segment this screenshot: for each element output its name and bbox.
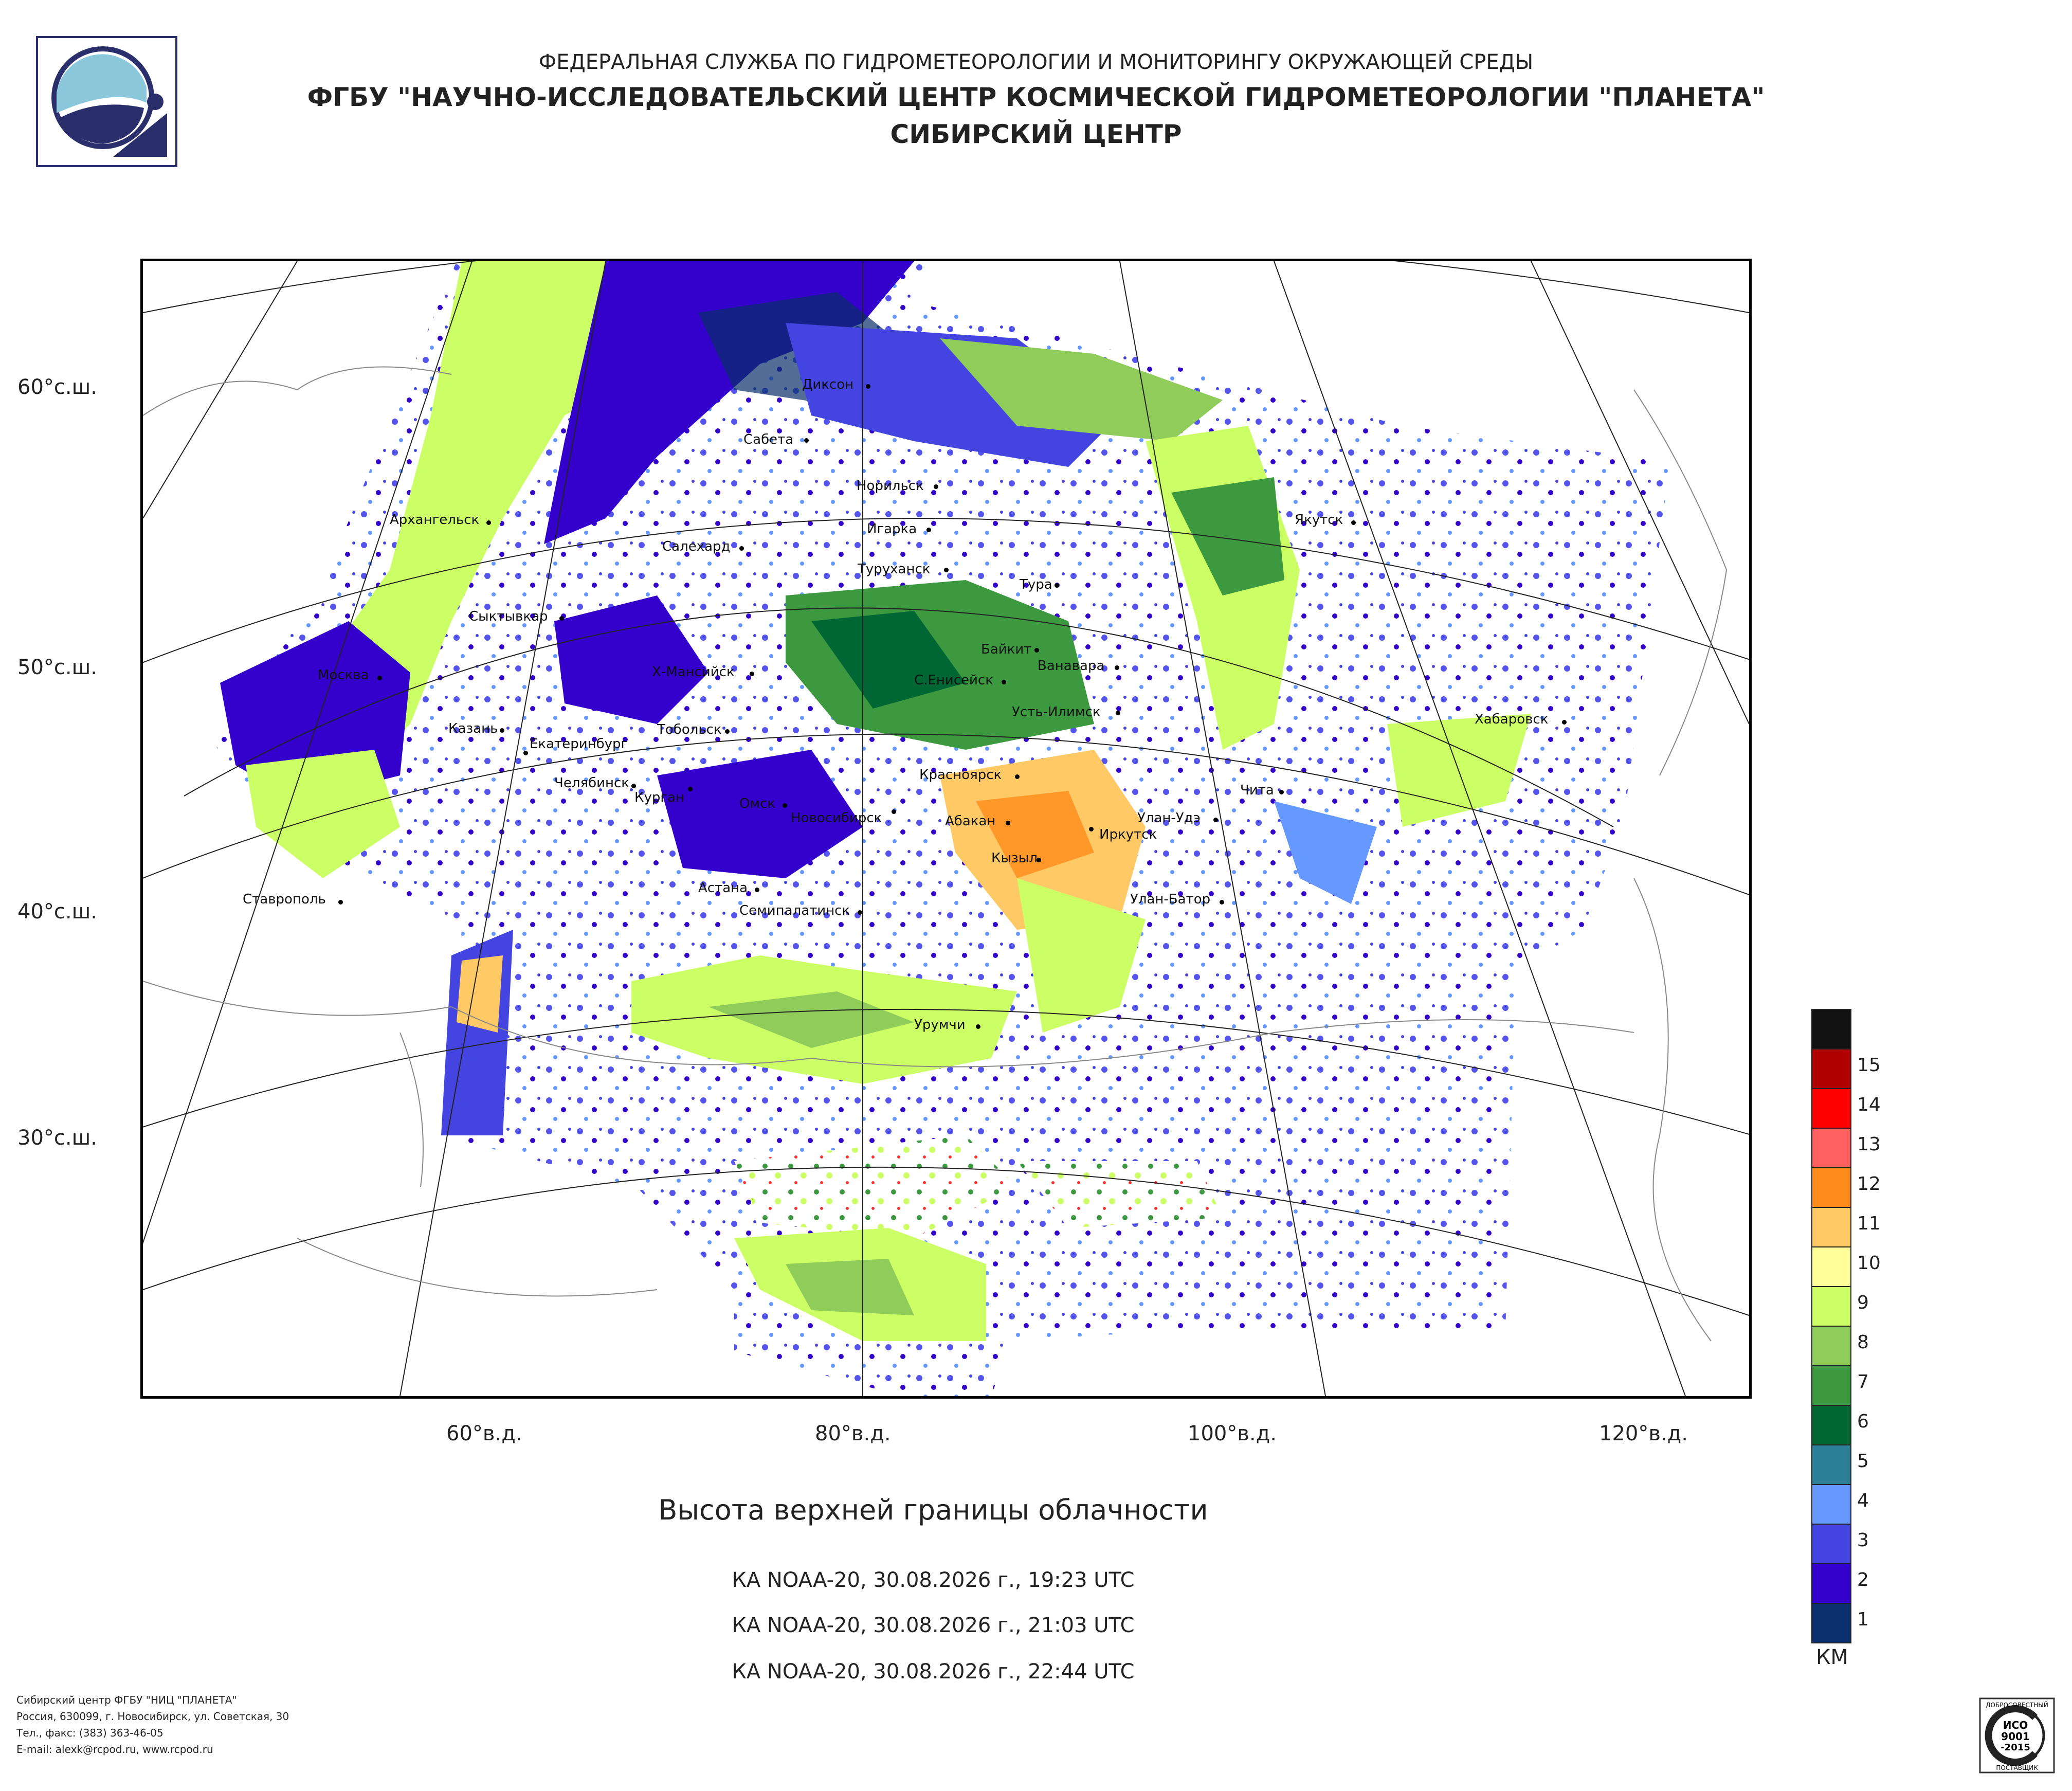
lon-label-120: 120°в.д. <box>1599 1422 1688 1445</box>
city-abakan: Абакан <box>945 813 1010 829</box>
footer-org: Сибирский центр ФГБУ "НИЦ "ПЛАНЕТА" <box>16 1694 237 1706</box>
legend-swatch <box>1811 1444 1851 1484</box>
legend-value: 7 <box>1857 1371 1869 1392</box>
legend-swatch <box>1811 1286 1851 1326</box>
cloud-top-height-map: Диксон Сабета Норильск Игарка Салехард Т… <box>140 259 1752 1399</box>
legend-value: 8 <box>1857 1332 1869 1353</box>
legend-swatch <box>1811 1246 1851 1286</box>
legend-swatch <box>1811 1088 1851 1128</box>
lon-label-60: 60°в.д. <box>446 1422 522 1445</box>
city-kazan: Казань <box>448 721 504 736</box>
city-yakutsk: Якутск <box>1295 512 1356 528</box>
city-moscow: Москва <box>318 667 382 683</box>
city-ulan-ude: Улан-Удэ <box>1137 810 1218 826</box>
cert-9001: 9001 <box>2001 1730 2030 1743</box>
city-sabeta: Сабета <box>743 432 809 447</box>
lon-label-80: 80°в.д. <box>815 1422 891 1445</box>
legend-swatch <box>1811 1405 1851 1444</box>
map-title: Высота верхней границы облачности <box>658 1494 1208 1526</box>
legend-unit: КМ <box>1816 1645 1848 1669</box>
legend-value: 1 <box>1857 1609 1869 1630</box>
city-astana: Астана <box>698 880 759 896</box>
city-yekaterinburg: Екатеринбург <box>523 736 628 755</box>
footer-contacts: Сибирский центр ФГБУ "НИЦ "ПЛАНЕТА" Росс… <box>16 1692 289 1758</box>
city-igarka: Игарка <box>867 521 931 537</box>
city-kurgan: Курган <box>634 787 693 805</box>
legend-value: 5 <box>1857 1451 1869 1472</box>
legend-swatch <box>1811 1048 1851 1088</box>
city-ust-ilimsk: Усть-Илимск <box>1012 704 1120 720</box>
height-legend <box>1811 1009 1851 1643</box>
legend-swatch <box>1811 1009 1851 1048</box>
legend-value: 3 <box>1857 1530 1869 1551</box>
planeta-logo <box>36 36 177 167</box>
cert-top-text: ДОБРОСОВЕСТНЫЙ <box>1986 1701 2048 1709</box>
city-kyzyl: Кызыл <box>991 851 1041 866</box>
legend-value: 2 <box>1857 1569 1869 1590</box>
pass-line-3: КА NOAA-20, 30.08.2026 г., 22:44 UTC <box>732 1660 1135 1684</box>
city-chita: Чита <box>1240 783 1284 798</box>
city-dikson: Диксон <box>802 377 870 392</box>
city-chelyabinsk: Челябинск <box>554 775 636 791</box>
lat-label-50: 50°с.ш. <box>17 656 97 679</box>
cert-2015: -2015 <box>2001 1742 2030 1753</box>
pass-line-2: КА NOAA-20, 30.08.2026 г., 21:03 UTC <box>732 1614 1135 1637</box>
legend-value: 13 <box>1857 1134 1881 1155</box>
city-s-yeniseysk: С.Енисейск <box>914 673 1006 688</box>
iso-certificate-badge: ДОБРОСОВЕСТНЫЙ ИСО 9001 -2015 ПОСТАВЩИК <box>1979 1697 2055 1774</box>
legend-swatch <box>1811 1563 1851 1603</box>
city-tobolsk: Тобольск <box>657 722 730 737</box>
agency-line: ФЕДЕРАЛЬНАЯ СЛУЖБА ПО ГИДРОМЕТЕОРОЛОГИИ … <box>538 50 1534 74</box>
legend-swatch <box>1811 1128 1851 1167</box>
legend-value: 6 <box>1857 1411 1869 1432</box>
legend-value: 15 <box>1857 1055 1881 1076</box>
city-khabarovsk: Хабаровск <box>1475 712 1567 727</box>
city-arkhangelsk: Архангельск <box>390 512 491 528</box>
city-krasnoyarsk: Красноярск <box>919 767 1020 783</box>
city-norilsk: Норильск <box>857 478 938 494</box>
city-tura: Тура <box>1020 577 1059 592</box>
lat-label-40: 40°с.ш. <box>17 900 97 924</box>
legend-value: 10 <box>1857 1253 1881 1274</box>
legend-value: 12 <box>1857 1173 1881 1195</box>
city-vanavara: Ванавара <box>1038 658 1119 674</box>
legend-swatch <box>1811 1167 1851 1207</box>
legend-value: 4 <box>1857 1490 1869 1511</box>
city-turukhansk: Туруханск <box>858 562 949 577</box>
city-khanty-mansiysk: Х-Мансийск <box>652 664 754 680</box>
city-salekhard: Салехард <box>662 539 744 554</box>
legend-swatch <box>1811 1524 1851 1563</box>
cert-iso: ИСО <box>2003 1719 2028 1731</box>
city-stavropol: Ставрополь <box>243 892 343 907</box>
pass-line-1: КА NOAA-20, 30.08.2026 г., 19:23 UTC <box>732 1568 1135 1592</box>
lat-label-30: 30°с.ш. <box>17 1126 97 1150</box>
city-syktyvkar: Сыктывкар <box>469 609 564 624</box>
legend-value: 9 <box>1857 1292 1869 1313</box>
institute-line: ФГБУ "НАУЧНО-ИССЛЕДОВАТЕЛЬСКИЙ ЦЕНТР КОС… <box>307 82 1765 112</box>
legend-swatch <box>1811 1365 1851 1405</box>
city-baykit: Байкит <box>981 642 1039 657</box>
legend-value: 14 <box>1857 1094 1881 1115</box>
legend-swatch <box>1811 1326 1851 1365</box>
city-omsk: Омск <box>739 796 787 811</box>
lon-label-100: 100°в.д. <box>1188 1422 1277 1445</box>
city-irkutsk: Иркутск <box>1089 827 1157 842</box>
footer-address: Россия, 630099, г. Новосибирск, ул. Сове… <box>16 1710 289 1723</box>
city-ulan-bator: Улан-Батор <box>1130 892 1224 907</box>
footer-email: E-mail: alexk@rcpod.ru, www.rcpod.ru <box>16 1743 213 1756</box>
legend-swatch <box>1811 1484 1851 1524</box>
cert-bottom-text: ПОСТАВЩИК <box>1996 1764 2038 1771</box>
city-urumqi: Урумчи <box>914 1017 980 1033</box>
footer-phone: Тел., факс: (383) 363-46-05 <box>16 1727 163 1739</box>
legend-swatch <box>1811 1603 1851 1643</box>
legend-swatch <box>1811 1207 1851 1246</box>
lat-label-60: 60°с.ш. <box>17 375 97 399</box>
city-novosibirsk: Новосибирск <box>791 809 896 826</box>
legend-value: 11 <box>1857 1213 1881 1234</box>
center-line: СИБИРСКИЙ ЦЕНТР <box>890 119 1182 149</box>
city-semipalatinsk: Семипалатинск <box>739 903 862 918</box>
